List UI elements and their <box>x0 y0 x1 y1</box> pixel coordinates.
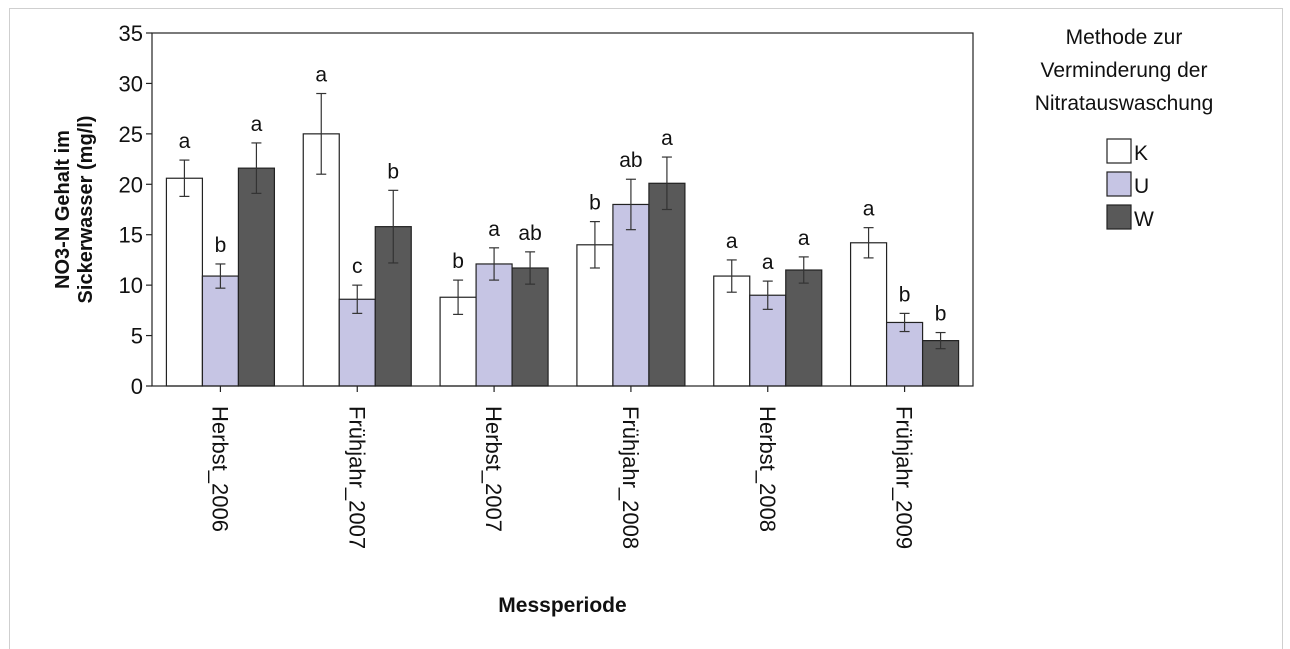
y-tick-label-10: 10 <box>119 273 143 298</box>
y-axis-label-line-1: NO3-N Gehalt im <box>52 130 74 289</box>
bar-W-3 <box>648 182 686 387</box>
significance-letter-K-0: a <box>179 130 191 153</box>
y-tick-label-15: 15 <box>119 223 143 248</box>
significance-letter-K-1: a <box>315 64 327 87</box>
y-tick-label-30: 30 <box>119 71 143 96</box>
significance-letter-W-1: b <box>387 160 399 183</box>
legend-title-line-2: Verminderung der <box>1041 59 1208 82</box>
bar-K-4 <box>713 275 751 387</box>
significance-letter-U-4: a <box>762 251 774 274</box>
significance-letter-K-2: b <box>452 250 464 273</box>
bar-W-2 <box>511 267 549 387</box>
category-label-2: Herbst_2007 <box>481 406 506 532</box>
significance-letter-U-1: c <box>352 255 363 278</box>
significance-letter-U-3: ab <box>619 149 642 172</box>
significance-letter-U-0: b <box>215 234 227 257</box>
bar-U-2 <box>475 263 513 387</box>
legend-title-line-1: Methode zur <box>1066 26 1183 49</box>
significance-letter-W-4: a <box>798 227 810 250</box>
bar-U-0 <box>201 275 240 387</box>
bar-W-0 <box>237 167 276 387</box>
bar-U-3 <box>612 203 650 387</box>
plot-area-frame <box>151 32 974 387</box>
y-tick-label-5: 5 <box>131 324 143 349</box>
legend-swatch-W <box>1106 204 1132 230</box>
significance-letter-K-3: b <box>589 192 601 215</box>
x-axis-label: Messperiode <box>498 594 626 617</box>
significance-letter-W-5: b <box>935 303 947 326</box>
category-label-5: Frühjahr_2009 <box>892 406 917 549</box>
legend-title-line-3: Nitratauswaschung <box>1035 92 1214 115</box>
y-tick-label-35: 35 <box>119 21 143 46</box>
significance-letter-W-0: a <box>251 113 263 136</box>
legend-label-U: U <box>1134 175 1149 198</box>
legend-swatch-K <box>1106 138 1132 164</box>
y-tick-label-0: 0 <box>131 374 143 399</box>
legend-swatch-U <box>1106 171 1132 197</box>
significance-letter-K-5: a <box>863 198 875 221</box>
figure-frame <box>9 8 1283 649</box>
category-label-3: Frühjahr_2008 <box>618 406 643 549</box>
bar-chart: 0 5 10 15 20 25 30 35 NO3-N Gehalt im Sickerwas… <box>52 21 1214 617</box>
legend-label-K: K <box>1134 142 1148 165</box>
category-label-4: Herbst_2008 <box>755 406 780 532</box>
category-label-0: Herbst_2006 <box>207 406 232 532</box>
legend-label-W: W <box>1134 208 1154 231</box>
y-axis-label-line-2: Sickerwasser (mg/l) <box>75 116 97 304</box>
significance-letter-U-5: b <box>899 283 911 306</box>
significance-letter-K-4: a <box>726 230 738 253</box>
y-tick-label-20: 20 <box>119 172 143 197</box>
bar-K-0 <box>165 177 204 387</box>
bar-W-4 <box>785 269 823 387</box>
significance-letter-W-3: a <box>661 127 673 150</box>
bar-K-5 <box>849 242 888 387</box>
significance-letter-U-2: a <box>488 218 500 241</box>
category-label-1: Frühjahr_2007 <box>344 406 369 549</box>
significance-letter-W-2: ab <box>518 222 541 245</box>
legend: Methode zur Verminderung der Nitratauswasc… <box>1035 26 1214 231</box>
y-tick-label-25: 25 <box>119 122 143 147</box>
